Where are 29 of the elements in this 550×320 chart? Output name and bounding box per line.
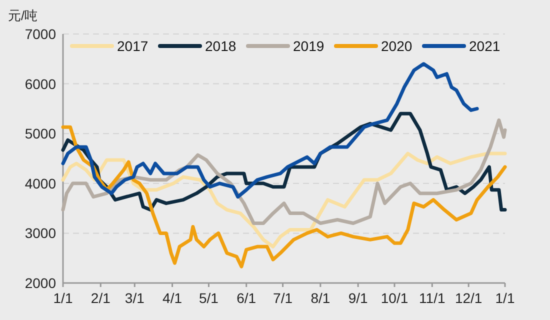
- line-series: [61, 152, 507, 248]
- x-tick-label: 11/1: [419, 290, 446, 306]
- line-series: [61, 125, 507, 268]
- x-tick-label: 8/1: [310, 290, 330, 306]
- legend-label: 2017: [117, 38, 148, 54]
- x-tick-label: 12/1: [454, 290, 482, 306]
- legend-label: 2020: [381, 38, 412, 54]
- x-tick-label: 6/1: [236, 290, 256, 306]
- line-series: [61, 62, 479, 199]
- y-tick-label: 5000: [24, 126, 56, 142]
- x-tick-label: 9/1: [348, 290, 368, 306]
- x-tick-label: 10/1: [380, 290, 408, 306]
- y-tick-label: 3000: [24, 225, 56, 242]
- legend-label: 2019: [293, 38, 324, 54]
- line-series: [61, 118, 507, 225]
- y-axis-title: 元/吨: [8, 8, 38, 23]
- legend-label: 2021: [469, 38, 500, 54]
- x-tick-label: 3/1: [124, 290, 145, 306]
- x-tick-label: 5/1: [198, 290, 219, 306]
- x-tick-label: 1/1: [53, 290, 73, 306]
- y-tick-label: 7000: [24, 26, 56, 42]
- legend-label: 2018: [205, 38, 236, 54]
- x-tick-label: 7/1: [273, 290, 293, 306]
- x-tick-label: 2/1: [90, 290, 111, 306]
- y-tick-label: 2000: [24, 275, 56, 291]
- y-tick-label: 4000: [24, 175, 56, 192]
- x-tick-label: 4/1: [162, 290, 182, 306]
- y-tick-label: 6000: [24, 76, 56, 92]
- x-tick-label: 1/1: [495, 290, 515, 306]
